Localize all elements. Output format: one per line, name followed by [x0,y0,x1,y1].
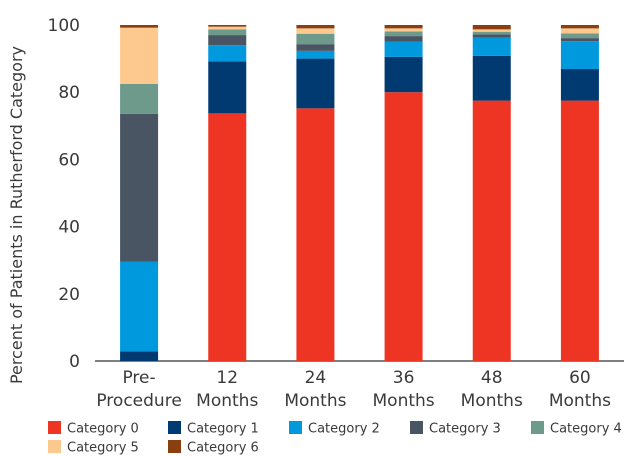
bar-stack [472,25,511,361]
bar-segment-category-0 [560,100,599,361]
bar-segment-category-1 [296,58,335,109]
bar-segment-category-1 [208,61,247,114]
bar-segment-category-5 [560,28,599,34]
bar-segment-category-5 [208,26,247,30]
bar-segment-category-2 [384,41,423,57]
legend-label: Category 6 [187,441,259,456]
legend-label: Category 4 [550,422,622,437]
y-tick-label: 0 [69,352,80,372]
bar-segment-category-6 [296,25,335,29]
bar-stack [120,25,159,361]
bar-segment-category-2 [472,37,511,56]
bar-segment-category-4 [296,33,335,45]
bar-segment-category-1 [120,351,159,361]
y-tick-label: 20 [58,285,80,305]
bar-segment-category-4 [472,31,511,35]
bar-segment-category-1 [384,56,423,93]
bar-segment-category-3 [560,38,599,42]
bar-segment-category-6 [208,25,247,27]
x-category-label: Procedure [96,391,181,411]
legend-item: Category 0 [48,421,139,437]
legend: Category 0 Category 1 Category 2 Category 3… [48,421,622,456]
x-category-label: Months [284,391,346,411]
y-tick-label: 40 [58,218,80,238]
x-category-labels: Pre- Procedure 12 Months 24 Months 36 Months 48 M… [96,368,611,411]
legend-label: Category 0 [67,422,139,437]
bar-segment-category-5 [472,29,511,32]
bar-segment-category-5 [384,28,423,32]
bar-segment-category-3 [384,36,423,42]
bar-segment-category-4 [384,31,423,37]
bar-segment-category-5 [120,27,159,84]
bar-segment-category-4 [120,83,159,114]
legend-item: Category 4 [531,421,622,437]
legend-swatch [168,440,181,453]
bar-segment-category-6 [120,25,159,28]
legend-label: Category 2 [308,422,380,437]
legend-label: Category 5 [67,441,139,456]
bar-stack [384,25,423,361]
legend-item: Category 6 [168,440,259,456]
bar-segment-category-4 [560,33,599,39]
bar-segment-category-2 [560,41,599,70]
bar-segment-category-5 [296,28,335,34]
y-tick-labels: 0 20 40 60 80 100 [48,16,80,372]
bar-segment-category-0 [208,113,247,361]
y-tick-label: 80 [58,83,80,103]
bar-segment-category-2 [120,261,159,352]
legend-item: Category 5 [48,440,139,456]
bar-segment-category-6 [384,25,423,29]
y-axis-title: Percent of Patients in Rutherford Catego… [7,46,26,384]
y-tick-label: 60 [58,150,80,170]
bar-segment-category-2 [208,45,247,62]
legend-swatch [531,421,544,434]
bar-segment-category-0 [472,100,511,361]
x-category-label: 36 [393,368,415,388]
bar-segment-category-3 [472,34,511,38]
bar-segment-category-1 [472,55,511,101]
bar-stack [208,25,247,361]
legend-label: Category 3 [429,422,501,437]
bar-stack [296,25,335,361]
legend-item: Category 1 [168,421,259,437]
bar-segment-category-2 [296,50,335,59]
bar-segment-category-3 [208,35,247,46]
bar-stack [560,25,599,361]
bar-segment-category-0 [296,108,335,361]
x-category-label: 12 [216,368,238,388]
bar-segment-category-1 [560,69,599,101]
legend-label: Category 1 [187,422,259,437]
x-category-label: 60 [569,368,591,388]
bar-segment-category-6 [472,25,511,30]
bar-segment-category-4 [208,29,247,36]
legend-swatch [48,440,61,453]
legend-item: Category 3 [410,421,501,437]
y-tick-label: 100 [48,16,80,36]
bar-segment-category-3 [296,44,335,51]
legend-swatch [48,421,61,434]
plot-area: 0 20 40 60 80 100 Pre- Procedure 12 Months 24 Mont… [48,16,624,411]
legend-swatch [289,421,302,434]
legend-swatch [410,421,423,434]
x-category-label: Months [461,391,523,411]
x-category-label: 24 [305,368,327,388]
bar-segment-category-3 [120,113,159,262]
x-category-label: Pre- [122,368,155,388]
bar-segment-category-0 [384,92,423,361]
x-category-label: Months [196,391,258,411]
legend-item: Category 2 [289,421,380,437]
x-category-label: Months [549,391,611,411]
bars-layer [120,25,599,361]
x-category-label: Months [373,391,435,411]
legend-swatch [168,421,181,434]
bar-segment-category-6 [560,25,599,29]
x-category-label: 48 [481,368,503,388]
